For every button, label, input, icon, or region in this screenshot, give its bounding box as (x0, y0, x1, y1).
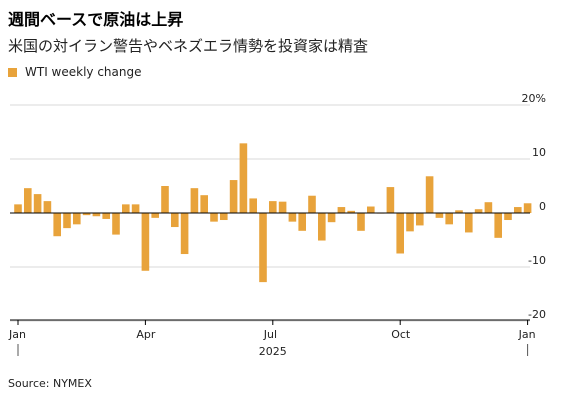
bar (523, 203, 532, 213)
y-tick-label: 0 (539, 200, 546, 213)
wti-bar-chart: 20% 10 0 -10 -20 Jan Apr Jul Oct Jan 2025 (8, 92, 546, 358)
bar (73, 213, 81, 225)
bar (239, 143, 248, 213)
x-tick-label: Apr (136, 328, 156, 341)
bar (455, 210, 463, 213)
bar (386, 187, 395, 213)
bar (14, 204, 22, 213)
bar (141, 213, 150, 271)
x-tick-label: Oct (391, 328, 411, 341)
bar (484, 202, 493, 213)
bar (63, 213, 71, 229)
bar (82, 213, 91, 216)
bar (416, 213, 424, 226)
chart-title: 週間ベースで原油は上昇 (8, 10, 184, 29)
bar (190, 188, 199, 213)
bar (396, 213, 404, 254)
legend: WTI weekly change (8, 65, 142, 79)
bar (180, 213, 189, 255)
bar (171, 213, 179, 228)
bars (10, 143, 532, 283)
bar (220, 213, 228, 221)
source-note: Source: NYMEX (8, 377, 92, 390)
bar (298, 213, 306, 231)
bar (347, 210, 355, 213)
bar (122, 204, 130, 213)
bar (200, 195, 208, 213)
bar (435, 213, 444, 218)
bar (33, 194, 42, 213)
bar (249, 198, 257, 213)
bar (53, 213, 61, 237)
bar (278, 201, 287, 213)
bar (151, 213, 159, 218)
bar (43, 201, 52, 213)
bar (474, 209, 483, 213)
bar (337, 207, 346, 213)
x-axis-ticks: Jan Apr Jul Oct Jan 2025 (8, 319, 536, 358)
y-tick-label: -10 (528, 254, 546, 267)
bar (367, 206, 375, 213)
x-tick-label: Jan (518, 328, 536, 341)
bar (327, 213, 336, 223)
bar (308, 195, 316, 213)
bar (210, 213, 218, 222)
legend-label: WTI weekly change (25, 65, 142, 79)
bar (229, 180, 238, 213)
bar (102, 213, 110, 219)
bar (161, 186, 169, 213)
bar (425, 176, 434, 213)
gridlines (10, 104, 530, 322)
bar (259, 213, 267, 283)
bar (514, 207, 522, 213)
bar (24, 188, 32, 213)
bar (494, 213, 502, 238)
x-year-label: 2025 (259, 345, 287, 358)
bar (269, 201, 277, 213)
y-tick-label: -20 (528, 308, 546, 321)
x-tick-label: Jan (8, 328, 26, 341)
y-tick-label: 10 (532, 146, 546, 159)
x-tick-label: Jul (263, 328, 277, 341)
bar (465, 213, 473, 233)
bar (445, 213, 453, 225)
bar (92, 213, 101, 217)
bar (288, 213, 297, 222)
y-axis-ticks: 20% 10 0 -10 -20 (522, 92, 546, 321)
bar (318, 213, 326, 241)
bar (131, 204, 140, 213)
bar (112, 213, 120, 235)
bar (357, 213, 365, 231)
bar (406, 213, 414, 232)
chart-subtitle: 米国の対イラン警告やベネズエラ情勢を投資家は精査 (8, 37, 369, 55)
bar (504, 213, 512, 221)
legend-swatch (8, 67, 17, 77)
y-tick-label: 20% (522, 92, 546, 105)
